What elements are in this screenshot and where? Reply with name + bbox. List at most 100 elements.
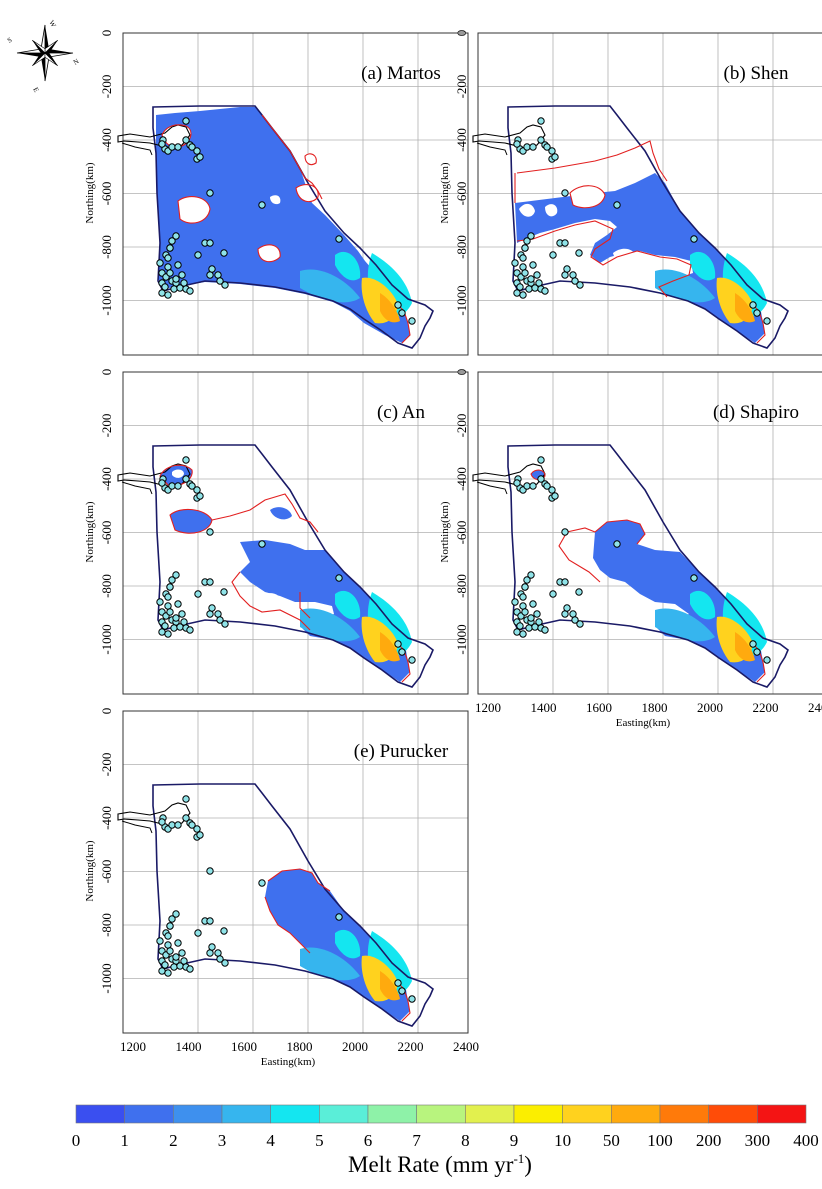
melt-contour <box>569 185 606 209</box>
melt-region-high <box>690 590 716 620</box>
observation-point <box>408 656 416 664</box>
y-tick-label: -400 <box>454 467 469 491</box>
observation-point <box>208 604 216 612</box>
observation-point <box>172 275 180 283</box>
observation-point <box>158 140 166 148</box>
colorbar-tick-label: 7 <box>412 1131 421 1150</box>
observation-point <box>221 281 229 289</box>
observation-point <box>193 825 201 833</box>
observation-point <box>158 818 166 826</box>
observation-point <box>174 821 182 829</box>
observation-point <box>335 235 343 243</box>
observation-point <box>529 143 537 151</box>
observation-point <box>408 317 416 325</box>
melt-contour <box>231 571 311 631</box>
observation-point <box>516 283 524 291</box>
observation-point <box>166 244 174 252</box>
y-tick-label: 0 <box>99 369 114 376</box>
observation-point <box>763 317 771 325</box>
melt-region-gap <box>613 248 636 264</box>
observation-point <box>194 929 202 937</box>
x-axis-label: Easting(km) <box>616 717 671 729</box>
observation-point <box>513 289 521 297</box>
melt-region-low <box>156 107 410 343</box>
melt-region-peak <box>735 293 755 323</box>
observation-point <box>168 237 176 245</box>
observation-point <box>196 153 204 161</box>
colorbar-title: Melt Rate (mm yr-1) <box>348 1151 532 1177</box>
observation-point <box>519 291 527 299</box>
melt-contour <box>267 868 331 892</box>
observation-point <box>521 583 529 591</box>
observation-point <box>519 602 527 610</box>
observation-point <box>221 620 229 628</box>
observation-point <box>576 281 584 289</box>
y-tick-label: 0 <box>99 708 114 715</box>
observation-point <box>174 482 182 490</box>
observation-point <box>527 232 535 240</box>
melt-contour <box>295 184 319 203</box>
observation-point <box>216 955 224 963</box>
observation-point <box>206 917 214 925</box>
observation-point <box>527 571 535 579</box>
observation-point <box>258 879 266 887</box>
x-tick-label: 1200 <box>475 700 501 715</box>
map-panel-e: (e) Purucker 0 -200 -400 -600 -800 -1000 Northi… <box>84 708 479 1068</box>
observation-point <box>174 939 182 947</box>
observation-point <box>206 528 214 536</box>
observation-point <box>158 628 166 636</box>
colorbar-tick-label: 1 <box>120 1131 129 1150</box>
observation-point <box>182 136 190 144</box>
observation-point <box>529 261 537 269</box>
observation-point <box>398 648 406 656</box>
x-tick-label: 2200 <box>753 700 779 715</box>
colorbar-swatches <box>75 1104 807 1124</box>
colorbar-tick-label: 300 <box>745 1131 771 1150</box>
observation-point <box>258 540 266 548</box>
observation-point <box>172 910 180 918</box>
observation-point <box>174 143 182 151</box>
observation-point <box>166 922 174 930</box>
observation-point <box>158 289 166 297</box>
observation-point <box>166 269 174 277</box>
observation-point <box>398 309 406 317</box>
observation-point <box>753 309 761 317</box>
observation-point <box>182 456 190 464</box>
colorbar-tick-labels: 0 1 2 3 4 5 6 7 8 9 10 50 100 200 300 400 <box>72 1131 819 1150</box>
observation-point <box>521 244 529 252</box>
observation-point <box>335 574 343 582</box>
observation-point <box>525 624 533 632</box>
observation-point <box>208 265 216 273</box>
observation-point <box>575 249 583 257</box>
colorbar-tick-label: 400 <box>793 1131 819 1150</box>
colorbar-swatch <box>611 1104 661 1124</box>
melt-contour <box>397 304 411 344</box>
observation-point <box>537 456 545 464</box>
observation-point <box>541 626 549 634</box>
observation-point <box>519 630 527 638</box>
observation-point <box>174 261 182 269</box>
y-tick-label: -600 <box>99 182 114 206</box>
melt-region-gap <box>620 172 636 184</box>
observation-point <box>548 147 556 155</box>
y-tick-label: -200 <box>99 753 114 777</box>
y-tick-label: -1000 <box>99 624 114 654</box>
observation-point <box>164 593 172 601</box>
coastline <box>476 481 508 495</box>
observation-point <box>156 259 164 267</box>
melt-contour <box>516 140 668 182</box>
melt-region-low <box>170 509 212 534</box>
colorbar-tick-label: 3 <box>218 1131 227 1150</box>
observation-point <box>158 479 166 487</box>
y-tick-label: -800 <box>99 574 114 598</box>
y-tick-label: -600 <box>99 521 114 545</box>
panel-frame <box>122 710 469 1034</box>
observation-point <box>613 201 621 209</box>
observation-point <box>525 285 533 293</box>
melt-contour <box>752 304 766 344</box>
observation-point <box>186 965 194 973</box>
observation-point <box>216 277 224 285</box>
y-tick-label: -800 <box>99 235 114 259</box>
y-tick-label: -800 <box>99 913 114 937</box>
coastline <box>121 481 153 495</box>
